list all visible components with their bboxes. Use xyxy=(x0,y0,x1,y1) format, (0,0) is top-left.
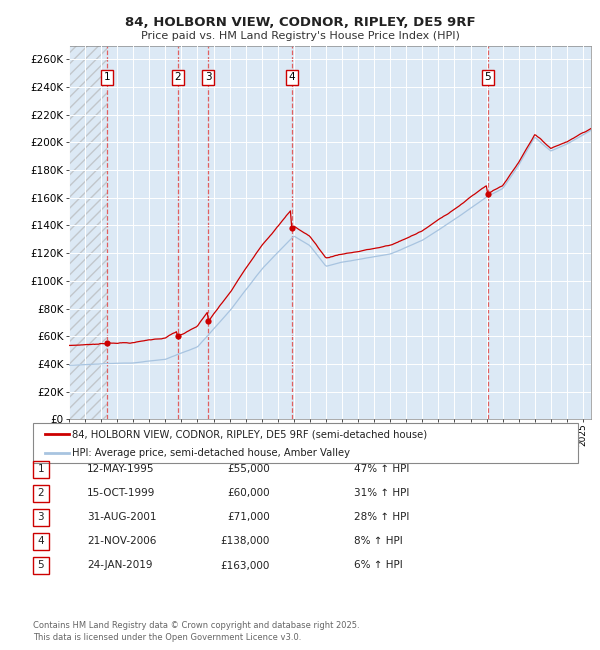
Text: 12-MAY-1995: 12-MAY-1995 xyxy=(87,464,155,474)
Text: 21-NOV-2006: 21-NOV-2006 xyxy=(87,536,157,547)
Text: 3: 3 xyxy=(37,512,44,523)
Text: 47% ↑ HPI: 47% ↑ HPI xyxy=(354,464,409,474)
Text: 5: 5 xyxy=(37,560,44,571)
Text: 1: 1 xyxy=(104,72,110,83)
Text: 31-AUG-2001: 31-AUG-2001 xyxy=(87,512,157,523)
Text: 84, HOLBORN VIEW, CODNOR, RIPLEY, DE5 9RF (semi-detached house): 84, HOLBORN VIEW, CODNOR, RIPLEY, DE5 9R… xyxy=(72,429,427,439)
Text: 4: 4 xyxy=(37,536,44,547)
Text: £60,000: £60,000 xyxy=(227,488,270,499)
Text: 15-OCT-1999: 15-OCT-1999 xyxy=(87,488,155,499)
Text: £55,000: £55,000 xyxy=(227,464,270,474)
Text: £138,000: £138,000 xyxy=(221,536,270,547)
Text: £163,000: £163,000 xyxy=(221,560,270,571)
Text: 2: 2 xyxy=(175,72,181,83)
Text: 5: 5 xyxy=(484,72,491,83)
Text: £71,000: £71,000 xyxy=(227,512,270,523)
Text: 28% ↑ HPI: 28% ↑ HPI xyxy=(354,512,409,523)
Text: 3: 3 xyxy=(205,72,211,83)
Text: 2: 2 xyxy=(37,488,44,499)
Text: 6% ↑ HPI: 6% ↑ HPI xyxy=(354,560,403,571)
Text: Contains HM Land Registry data © Crown copyright and database right 2025.
This d: Contains HM Land Registry data © Crown c… xyxy=(33,621,359,642)
Text: 8% ↑ HPI: 8% ↑ HPI xyxy=(354,536,403,547)
Bar xyxy=(69,46,107,419)
Text: Price paid vs. HM Land Registry's House Price Index (HPI): Price paid vs. HM Land Registry's House … xyxy=(140,31,460,41)
Text: 24-JAN-2019: 24-JAN-2019 xyxy=(87,560,152,571)
Text: 31% ↑ HPI: 31% ↑ HPI xyxy=(354,488,409,499)
Text: HPI: Average price, semi-detached house, Amber Valley: HPI: Average price, semi-detached house,… xyxy=(72,448,350,458)
Text: 4: 4 xyxy=(289,72,295,83)
Text: 84, HOLBORN VIEW, CODNOR, RIPLEY, DE5 9RF: 84, HOLBORN VIEW, CODNOR, RIPLEY, DE5 9R… xyxy=(125,16,475,29)
Text: 1: 1 xyxy=(37,464,44,474)
